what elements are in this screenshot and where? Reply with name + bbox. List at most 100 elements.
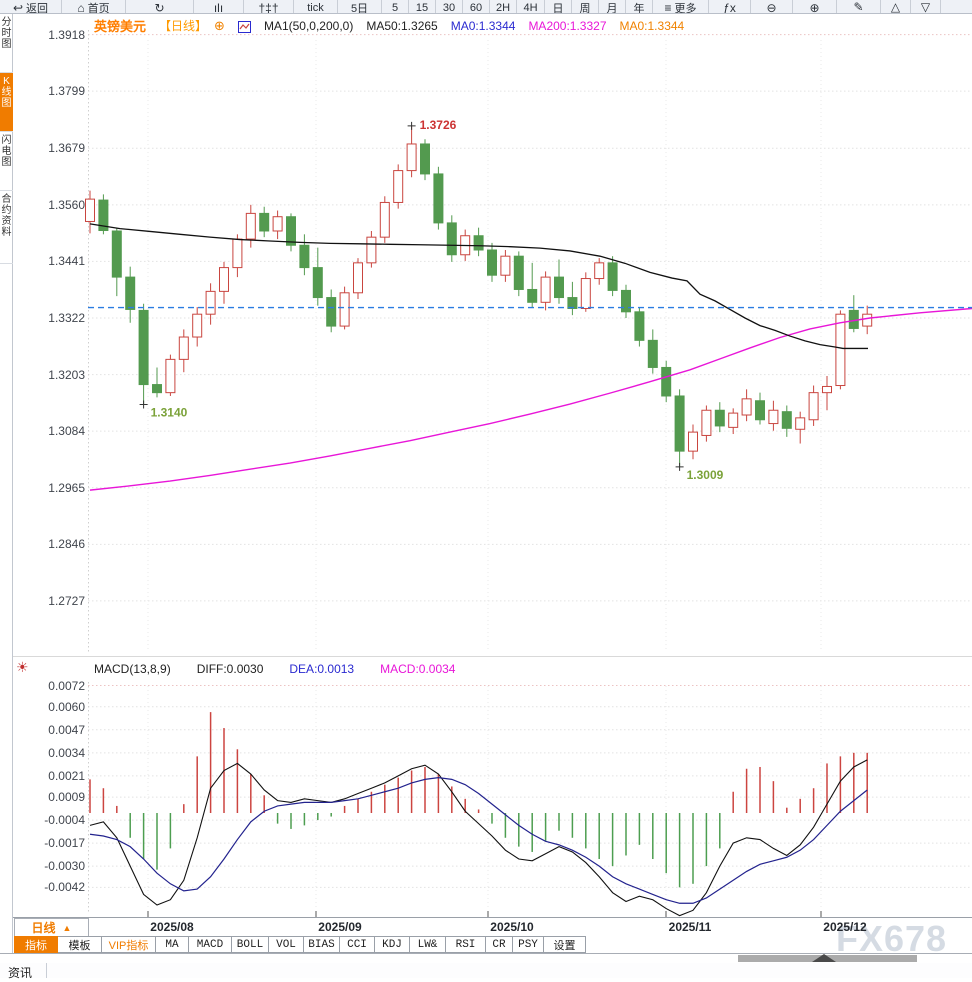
- interval-month-button[interactable]: 月: [599, 0, 626, 14]
- interval-2h-button[interactable]: 2H: [490, 0, 517, 13]
- watermark: FX678: [836, 918, 948, 959]
- tab-cci[interactable]: CCI: [340, 936, 375, 953]
- interval-day-button[interactable]: 日: [545, 0, 572, 13]
- macd-histogram: [89, 712, 868, 888]
- legend-item: MA0:1.3344: [619, 18, 685, 33]
- zoom-out-button[interactable]: ⊖: [751, 0, 793, 13]
- legend-item: MA200:1.3327: [528, 18, 607, 33]
- macd-axis-label: 0.0009: [48, 790, 85, 805]
- price-axis-label: 1.3679: [48, 141, 85, 156]
- tab-psy[interactable]: PSY: [513, 936, 544, 953]
- interval-tick-button[interactable]: tick: [294, 0, 338, 13]
- interval-week-button-label: 周: [579, 3, 591, 14]
- interval-60-button-label: 60: [469, 2, 483, 14]
- triangle-up-icon: △: [890, 0, 901, 14]
- interval-5-button[interactable]: 5: [382, 0, 409, 14]
- indicator-button[interactable]: †‡†: [244, 0, 294, 13]
- tab-lwr[interactable]: LW&: [410, 936, 446, 953]
- price-annotation: 1.3140: [151, 406, 188, 420]
- diff-line: [89, 759, 868, 917]
- tab-news[interactable]: 资讯: [6, 963, 48, 980]
- interval-4h-button-label: 4H: [523, 2, 538, 14]
- macd-legend: MACD(13,8,9) DIFF:0.0030 DEA:0.0013 MACD:0.…: [94, 662, 468, 676]
- kline-chart-icon: [237, 20, 251, 33]
- splitter-handle[interactable]: [738, 954, 917, 962]
- tab-template[interactable]: 模板: [58, 936, 102, 953]
- refresh-button[interactable]: ↻: [126, 0, 194, 14]
- x-axis-label: 2025/08: [150, 920, 194, 934]
- price-axis-label: 1.3799: [48, 84, 85, 99]
- sidebar-item-time-chart[interactable]: 分时图: [0, 14, 13, 73]
- left-sidebar: 分时图 K线图 闪电图 合约资料: [0, 14, 13, 953]
- interval-15-button-label: 15: [415, 2, 429, 14]
- macd-axis-label: -0.0042: [44, 880, 85, 895]
- expand-icon[interactable]: ⊕: [214, 17, 225, 33]
- home-button-label: 首页: [87, 3, 110, 14]
- sidebar-item-contract-info[interactable]: 合约资料: [0, 191, 13, 264]
- x-axis-label: 2025/12: [823, 920, 867, 934]
- interval-year-button[interactable]: 年: [626, 0, 653, 14]
- pane-down-button[interactable]: ▽: [911, 0, 941, 14]
- x-axis-label: 2025/10: [490, 920, 534, 934]
- zoom-in-button[interactable]: ⊕: [793, 0, 837, 14]
- legend-item: MA0:1.3344: [450, 18, 516, 33]
- menu-icon: ≡: [664, 1, 672, 14]
- price-axis-label: 1.3441: [48, 254, 85, 269]
- macd-axis-label: 0.0072: [48, 678, 85, 693]
- interval-15-button[interactable]: 15: [409, 0, 436, 14]
- zoom-in-icon: ⊕: [809, 1, 820, 14]
- tab-ma[interactable]: MA: [156, 936, 189, 953]
- legend-item: MA1(50,0,200,0): [263, 18, 354, 33]
- x-axis-row: 日线 ▲ 2025/08 2025/09 2025/10 2025/11 2025/12: [0, 918, 972, 937]
- tab-indicator[interactable]: 指标: [14, 936, 58, 953]
- ma200-line: [89, 307, 972, 491]
- tab-cr[interactable]: CR: [486, 936, 513, 953]
- fx-indicator-button[interactable]: ƒx: [709, 0, 751, 13]
- interval-month-button-label: 月: [606, 3, 618, 14]
- tab-vol[interactable]: VOL: [269, 936, 304, 953]
- tab-vip-indicator[interactable]: VIP指标: [102, 936, 156, 953]
- interval-week-button[interactable]: 周: [572, 0, 599, 14]
- sidebar-item-kline-chart[interactable]: K线图: [0, 73, 13, 132]
- bar-chart-button[interactable]: ılı: [194, 0, 244, 14]
- tab-rsi[interactable]: RSI: [446, 936, 486, 953]
- tab-kdj[interactable]: KDJ: [375, 936, 410, 953]
- period-selector[interactable]: 日线 ▲: [14, 918, 89, 937]
- candlestick-series: [85, 125, 873, 467]
- x-axis-label: 2025/11: [668, 920, 712, 934]
- indicator-settings-icon[interactable]: ☀: [16, 659, 29, 675]
- interval-year-button-label: 年: [633, 3, 645, 14]
- macd-axis-label: 0.0021: [48, 768, 85, 783]
- back-button[interactable]: ↩ 返回: [0, 0, 62, 14]
- refresh-icon: ↻: [154, 1, 165, 14]
- interval-4h-button[interactable]: 4H: [517, 0, 545, 14]
- ma-legend: MA1(50,0,200,0) MA50:1.3265 MA0:1.3344 MA20…: [264, 19, 697, 33]
- tab-boll[interactable]: BOLL: [232, 936, 269, 953]
- sidebar-item-flash-chart[interactable]: 闪电图: [0, 132, 13, 191]
- price-axis-label: 1.2846: [48, 537, 85, 552]
- main-chart-legend: 英镑美元 【日线】 ⊕ MA1(50,0,200,0) MA50:1.3265 MA…: [94, 16, 697, 35]
- interval-5-button-label: 5: [391, 2, 399, 14]
- draw-button[interactable]: ✎: [837, 0, 881, 13]
- macd-axis-label: 0.0047: [48, 722, 85, 737]
- interval-30-button[interactable]: 30: [436, 0, 463, 14]
- legend-item: DEA:0.0013: [289, 662, 355, 676]
- tab-settings[interactable]: 设置: [544, 936, 586, 953]
- macd-axis-label: 0.0060: [48, 699, 85, 714]
- pane-up-button[interactable]: △: [881, 0, 911, 14]
- tab-bias[interactable]: BIAS: [304, 936, 340, 953]
- back-icon: ↩: [12, 1, 24, 14]
- home-icon: ⌂: [77, 1, 85, 14]
- interval-5d-button[interactable]: 5日: [338, 0, 382, 13]
- bar-chart-icon: ılı: [213, 1, 224, 14]
- more-menu-button[interactable]: ≡ 更多: [653, 0, 709, 14]
- triangle-down-icon: ▽: [920, 0, 931, 14]
- ma50-line: [89, 223, 868, 350]
- home-button[interactable]: ⌂ 首页: [62, 0, 126, 14]
- interval-60-button[interactable]: 60: [463, 0, 490, 14]
- interval-30-button-label: 30: [442, 2, 456, 14]
- tab-macd[interactable]: MACD: [189, 936, 232, 953]
- legend-item: MA50:1.3265: [366, 18, 438, 33]
